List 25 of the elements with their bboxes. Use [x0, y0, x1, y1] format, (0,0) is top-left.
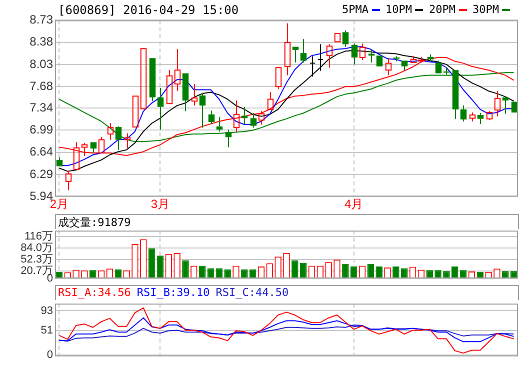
y-tick-label: 7.34 [30, 100, 54, 114]
legend-label: 10PM [386, 3, 413, 16]
y-tick-label: 7.68 [30, 78, 54, 93]
y-tick-label: 93 [40, 304, 53, 317]
y-tick-label: 6.29 [30, 166, 54, 181]
y-tick-label: 6.64 [30, 144, 54, 159]
series-label: 成交量:91879 [58, 216, 131, 229]
series-label: RSI_A:34.56 [58, 286, 131, 299]
y-tick-label: 6.99 [30, 122, 54, 137]
legend-label: 5PMA [342, 3, 370, 16]
text: RSI_C:44.50 [216, 286, 289, 299]
y-tick-label: 52.3万 [20, 253, 53, 266]
legend-label: 30PM [472, 3, 500, 16]
legend-label: 20PM [429, 3, 456, 16]
x-tick-label: 4月 [344, 197, 364, 212]
y-tick-label: 8.38 [30, 34, 54, 49]
series-label: RSI_B:39.10 [136, 286, 210, 299]
chart-title: [600869] 2016-04-29 15:00 [58, 3, 239, 17]
y-tick-label: 8.03 [30, 56, 54, 71]
y-tick-label: 8.73 [30, 12, 54, 27]
x-tick-label: 3月 [150, 197, 170, 212]
y-tick-label: 84.0万 [20, 242, 53, 254]
y-tick-label: 116万 [24, 230, 53, 242]
y-tick-label: 0 [46, 349, 53, 362]
y-tick-label: 51 [40, 324, 53, 337]
